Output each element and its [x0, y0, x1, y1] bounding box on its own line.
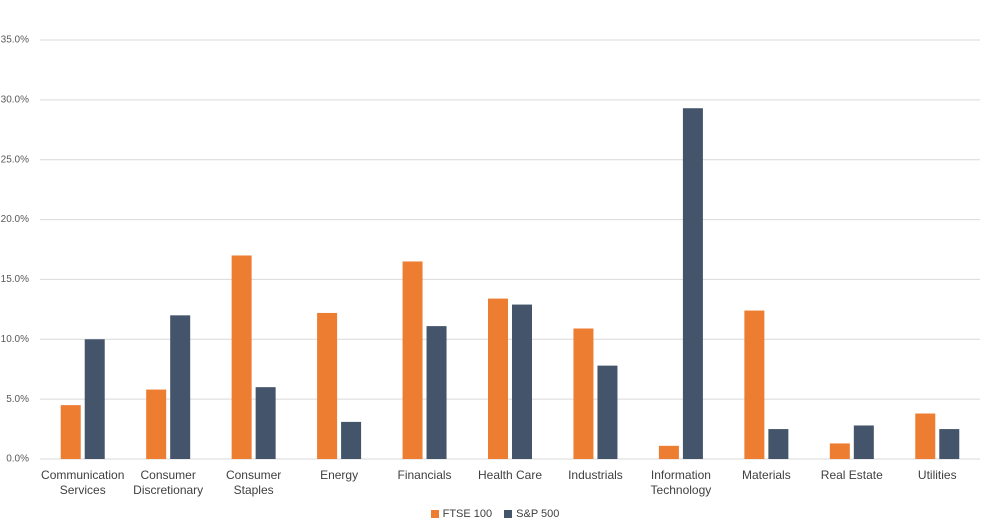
bar — [573, 328, 594, 459]
bar — [60, 405, 81, 459]
bar — [853, 425, 874, 459]
x-tick-label: Energy — [320, 468, 359, 482]
bar — [402, 261, 423, 459]
x-tick-label: Health Care — [477, 468, 543, 482]
y-tick-label: 0.0% — [6, 454, 29, 465]
x-tick-label: Communication Services — [41, 468, 125, 497]
bar — [317, 312, 338, 459]
legend-label: FTSE 100 — [442, 508, 493, 520]
legend-item: FTSE 100 — [430, 508, 493, 520]
bar — [768, 429, 789, 459]
y-tick-label: 5.0% — [6, 394, 29, 405]
bar — [146, 389, 167, 459]
bar — [829, 443, 850, 459]
legend-item: S&P 500 — [504, 508, 559, 520]
y-tick-label: 35.0% — [1, 35, 29, 46]
x-tick-label: Utilities — [917, 468, 957, 482]
x-tick-label: Consumer Staples — [225, 468, 282, 497]
legend: FTSE 100 S&P 500 — [0, 508, 990, 520]
bar — [744, 310, 765, 459]
bar — [426, 326, 447, 459]
bar — [170, 315, 191, 459]
legend-swatch — [504, 510, 513, 518]
bar — [658, 445, 679, 459]
x-tick-label: Financials — [397, 468, 452, 482]
y-tick-label: 20.0% — [1, 214, 29, 225]
bar — [231, 255, 252, 459]
bar — [939, 429, 960, 459]
x-tick-label: Industrials — [568, 468, 623, 482]
y-tick-label: 30.0% — [1, 94, 29, 105]
bar — [84, 339, 105, 459]
bar — [597, 365, 618, 459]
y-tick-label: 25.0% — [1, 154, 29, 165]
bar — [512, 304, 532, 459]
x-tick-label: Materials — [742, 468, 791, 482]
bar — [255, 387, 276, 459]
x-tick-label: Information Technology — [650, 468, 712, 497]
y-tick-label: 15.0% — [1, 274, 29, 285]
legend-label: S&P 500 — [516, 508, 560, 520]
x-tick-label: Real Estate — [820, 468, 883, 482]
bar — [682, 108, 703, 459]
bar — [341, 421, 362, 459]
bar — [488, 298, 508, 459]
x-tick-label: Consumer Discretionary — [133, 468, 204, 497]
legend-swatch — [430, 510, 439, 518]
bar — [915, 413, 936, 459]
y-tick-label: 10.0% — [1, 334, 29, 345]
